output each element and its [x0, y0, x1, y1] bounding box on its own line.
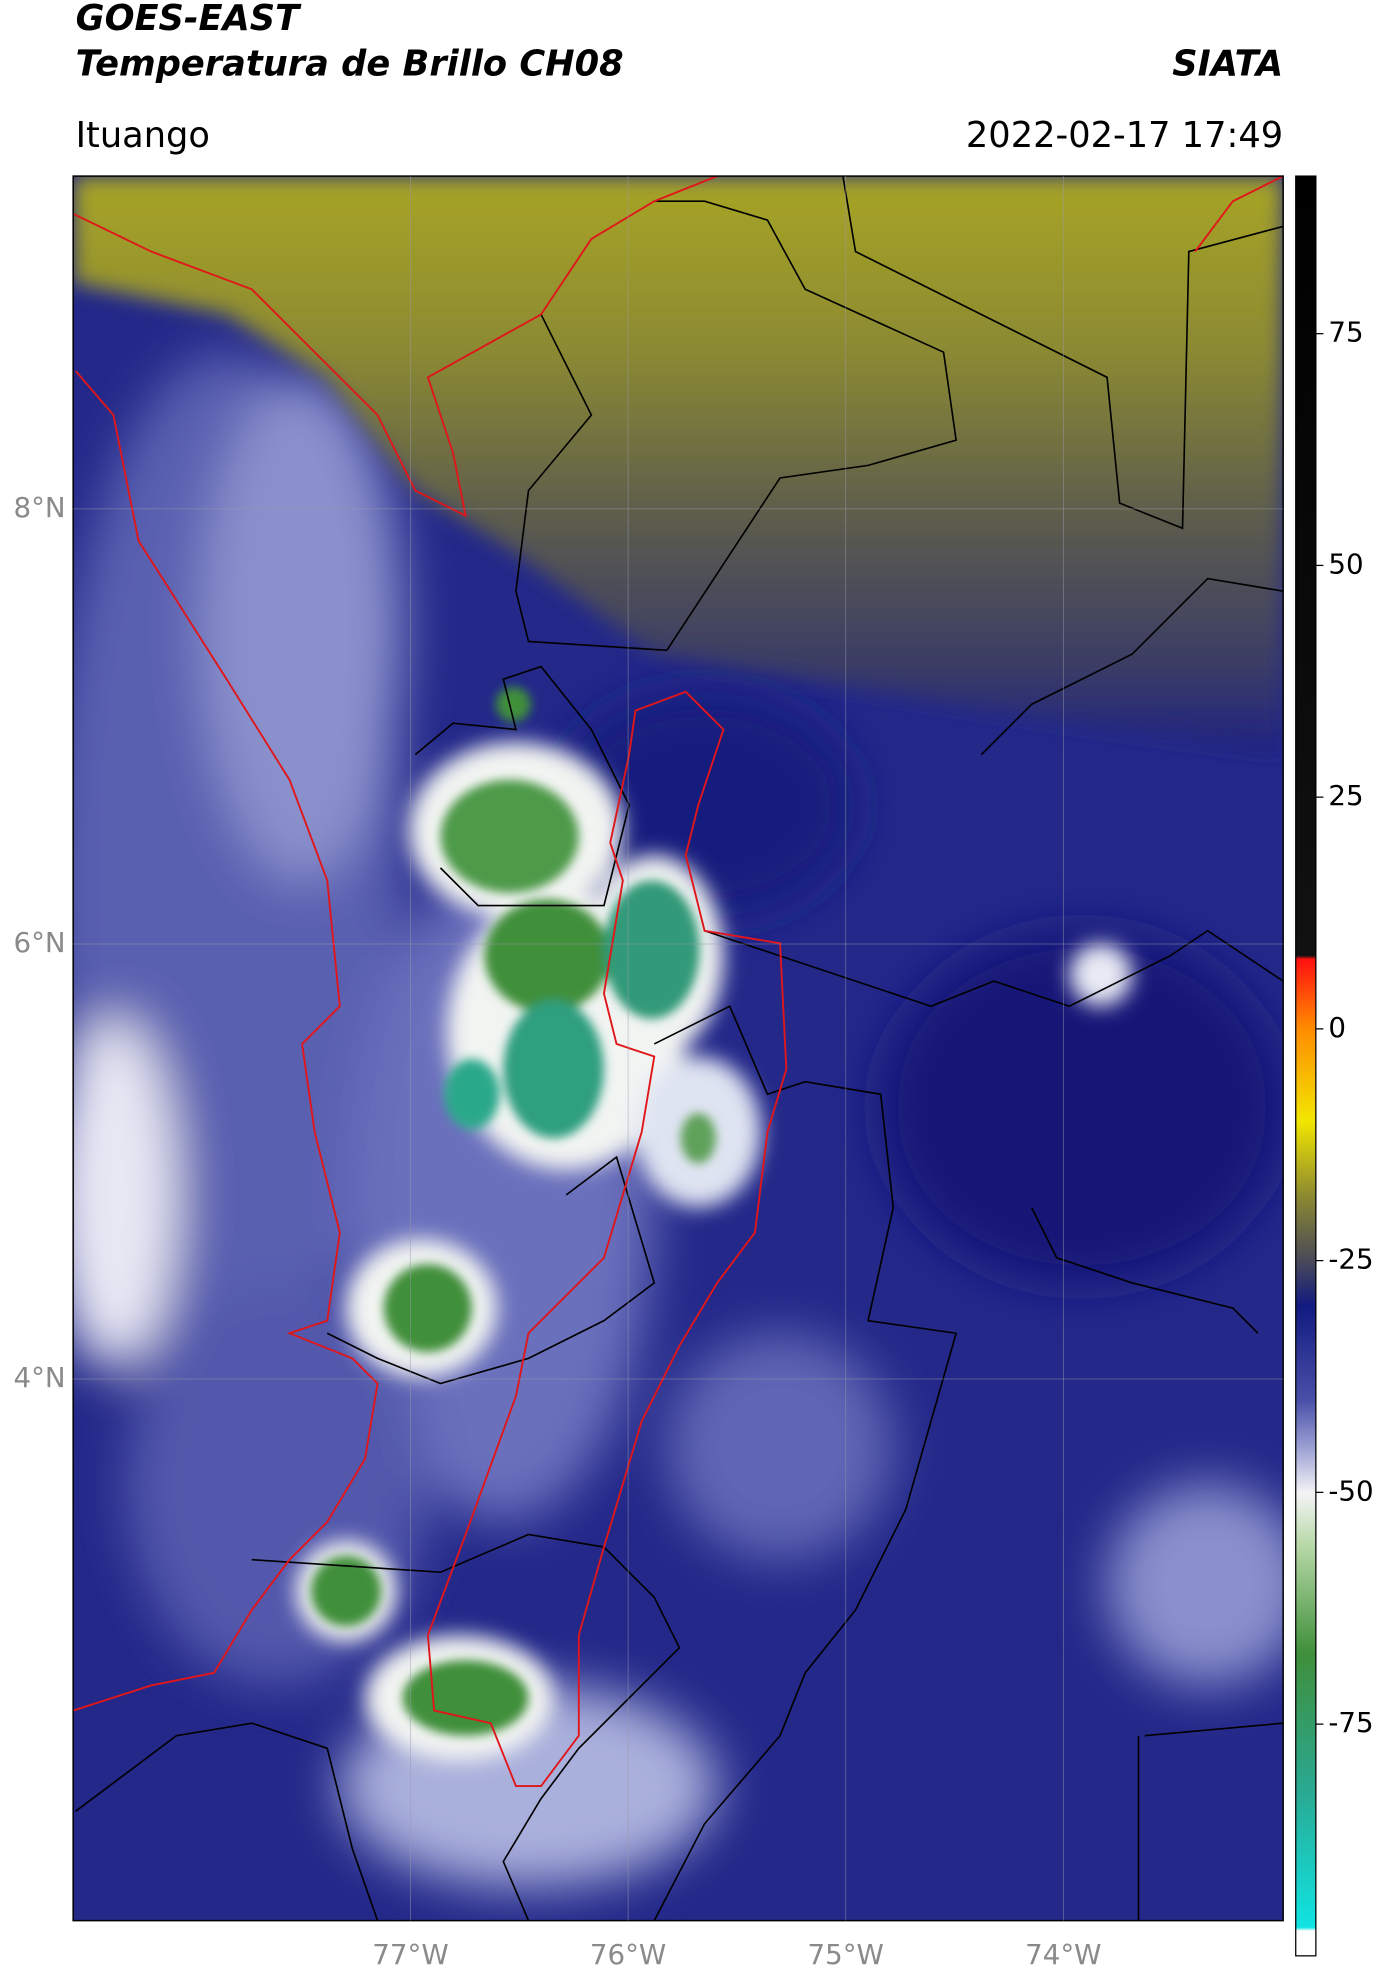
y-tick-label: 4°N [14, 1361, 66, 1394]
x-tick-label: 75°W [808, 1938, 884, 1971]
colorbar-tick-label: 75 [1328, 316, 1363, 349]
ticks: 77°W 76°W 75°W 74°W 8°N 6°N 4°N 75 50 25 0 -25 -50 -7… [14, 176, 1374, 1971]
y-tick-label: 8°N [14, 491, 66, 524]
datetime: 2022-02-17 17:49 [966, 115, 1283, 156]
colorbar-tick-label: 50 [1328, 547, 1363, 580]
colorbar-tick-label: 0 [1328, 1011, 1346, 1044]
borders [75, 176, 1284, 1921]
red-borders [73, 176, 1284, 1787]
x-tick-label: 74°W [1025, 1938, 1101, 1971]
colorbar-tick-label: -50 [1328, 1474, 1373, 1507]
colorbar-tick-label: -75 [1328, 1706, 1373, 1739]
x-tick-label: 76°W [590, 1938, 666, 1971]
colorbar-tick-label: 25 [1328, 779, 1363, 812]
x-tick-label: 77°W [372, 1938, 448, 1971]
map-image [73, 176, 1284, 1921]
title: GOES-EAST [76, 0, 302, 39]
colorbar [1295, 175, 1317, 1957]
source: SIATA [1172, 43, 1283, 84]
subtitle: Temperatura de Brillo CH08 [76, 43, 624, 84]
y-tick-label: 6°N [14, 926, 66, 959]
location: Ituango [76, 115, 210, 156]
map-frame [72, 175, 1284, 1922]
colorbar-tick-label: -25 [1328, 1243, 1373, 1276]
